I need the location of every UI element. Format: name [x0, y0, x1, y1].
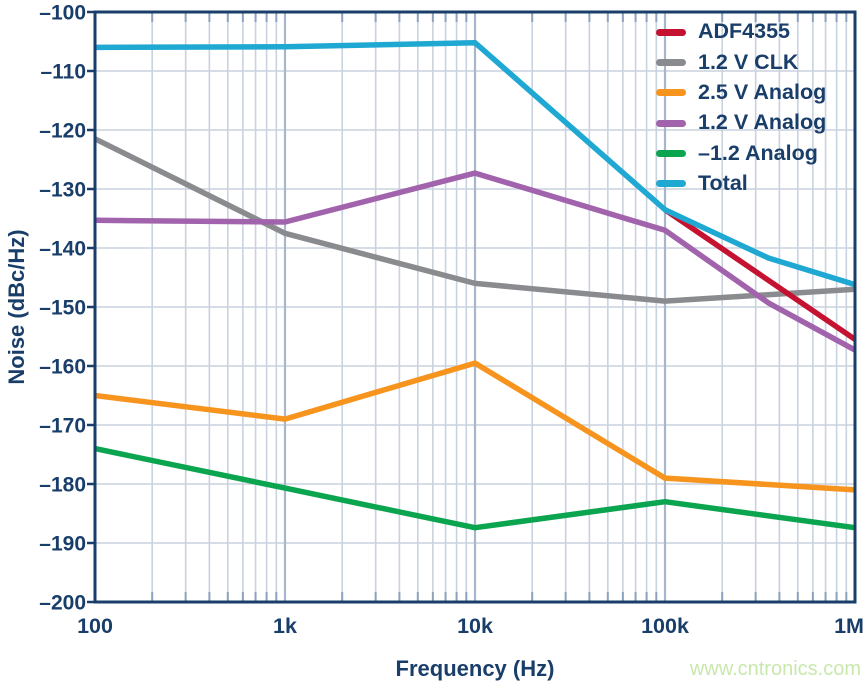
- legend-swatch-icon: [656, 119, 686, 127]
- y-tick-label: –110: [40, 61, 86, 84]
- y-tick-label: –130: [39, 179, 86, 202]
- legend-item-0: ADF4355: [656, 17, 826, 47]
- legend-item-label: ADF4355: [698, 19, 791, 44]
- x-axis-title: Frequency (Hz): [395, 656, 555, 681]
- legend-swatch-icon: [656, 28, 686, 36]
- legend-item-5: Total: [656, 168, 826, 198]
- y-tick-label: –180: [39, 474, 86, 497]
- y-axis-title: Noise (dBc/Hz): [4, 229, 29, 385]
- y-tick-label: –120: [39, 120, 86, 143]
- y-tick-label: –140: [39, 238, 86, 261]
- x-tick-label: 1M: [834, 614, 864, 638]
- legend-item-3: 1.2 V Analog: [656, 108, 826, 138]
- legend-item-1: 1.2 V CLK: [656, 47, 826, 77]
- y-tick-label: –190: [39, 533, 86, 556]
- legend-swatch-icon: [656, 149, 686, 157]
- series-line-total: [94, 39, 856, 288]
- legend-swatch-icon: [656, 58, 686, 66]
- series-line-1-2-analog: [94, 445, 856, 531]
- legend-item-label: 2.5 V Analog: [698, 79, 827, 104]
- x-tick-label: 10k: [457, 614, 493, 638]
- legend-swatch-icon: [656, 180, 686, 188]
- legend-item-label: Total: [698, 170, 748, 195]
- y-tick-label: –160: [39, 356, 86, 379]
- legend-item-2: 2.5 V Analog: [656, 78, 826, 108]
- x-tick-label: 1k: [273, 614, 297, 638]
- x-tick-label: 100k: [641, 614, 689, 638]
- series-line-1-2-v-clk: [93, 136, 856, 304]
- y-tick-label: –200: [39, 592, 86, 615]
- legend-item-label: 1.2 V CLK: [698, 49, 799, 74]
- legend-swatch-icon: [656, 89, 686, 97]
- watermark-text: www.cntronics.com: [689, 658, 861, 680]
- x-tick-label: 100: [77, 614, 113, 638]
- series-line-1-2-v-analog: [94, 170, 857, 353]
- legend-item-label: 1.2 V Analog: [698, 110, 827, 135]
- y-tick-label: –100: [39, 2, 86, 25]
- chart-legend: ADF4355 1.2 V CLK 2.5 V Analog 1.2 V Analog…: [656, 17, 826, 199]
- y-tick-label: –170: [39, 415, 86, 438]
- legend-item-label: –1.2 Analog: [698, 140, 818, 165]
- y-tick-label: –150: [39, 297, 86, 320]
- legend-item-4: –1.2 Analog: [656, 138, 826, 168]
- series-line-2-5-v-analog: [94, 360, 856, 493]
- series-line-adf4355: [663, 207, 857, 342]
- plot-frame: [93, 10, 857, 604]
